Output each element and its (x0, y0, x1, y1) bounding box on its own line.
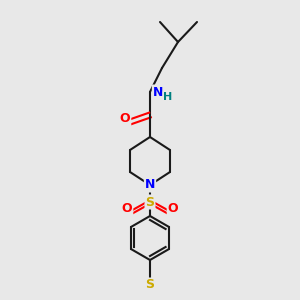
Text: S: S (146, 196, 154, 208)
Text: S: S (146, 278, 154, 292)
Text: N: N (153, 85, 163, 98)
Text: O: O (168, 202, 178, 215)
Text: H: H (164, 92, 172, 102)
Text: O: O (122, 202, 132, 215)
Text: N: N (145, 178, 155, 191)
Text: O: O (120, 112, 130, 125)
